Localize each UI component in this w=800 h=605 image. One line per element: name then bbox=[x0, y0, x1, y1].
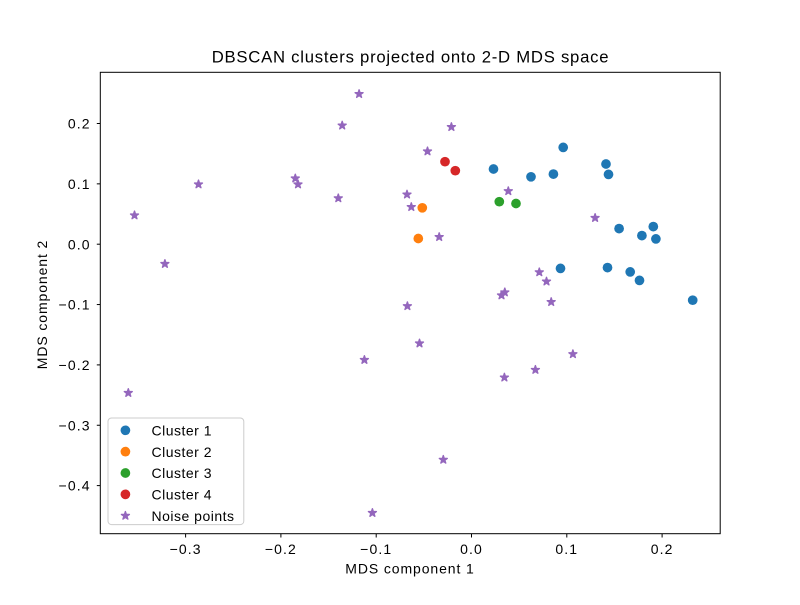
svg-text:−0.4: −0.4 bbox=[59, 478, 91, 494]
svg-text:−0.2: −0.2 bbox=[59, 357, 91, 373]
svg-text:0.0: 0.0 bbox=[68, 236, 91, 252]
svg-text:MDS component 1: MDS component 1 bbox=[345, 560, 474, 576]
svg-text:0.1: 0.1 bbox=[68, 176, 91, 192]
svg-text:−0.1: −0.1 bbox=[360, 541, 392, 557]
svg-text:0.1: 0.1 bbox=[555, 541, 578, 557]
svg-text:Cluster 4: Cluster 4 bbox=[152, 486, 213, 502]
svg-text:−0.1: −0.1 bbox=[59, 297, 91, 313]
svg-text:Cluster 1: Cluster 1 bbox=[152, 422, 213, 438]
svg-text:Cluster 2: Cluster 2 bbox=[152, 444, 213, 460]
svg-text:0.2: 0.2 bbox=[68, 116, 91, 132]
svg-text:DBSCAN clusters projected onto: DBSCAN clusters projected onto 2-D MDS s… bbox=[212, 47, 610, 66]
svg-text:0.0: 0.0 bbox=[460, 541, 483, 557]
svg-text:Noise points: Noise points bbox=[152, 508, 235, 524]
svg-text:MDS component 2: MDS component 2 bbox=[34, 240, 50, 369]
svg-text:−0.3: −0.3 bbox=[59, 417, 91, 433]
svg-text:−0.2: −0.2 bbox=[265, 541, 297, 557]
svg-text:−0.3: −0.3 bbox=[170, 541, 202, 557]
svg-text:Cluster 3: Cluster 3 bbox=[152, 465, 213, 481]
svg-text:0.2: 0.2 bbox=[651, 541, 674, 557]
